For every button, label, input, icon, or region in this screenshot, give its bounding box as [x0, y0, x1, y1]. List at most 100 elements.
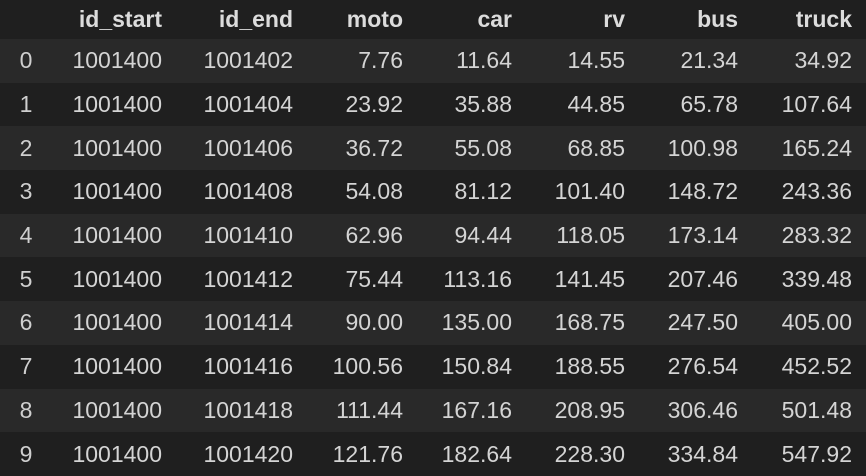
column-header-truck: truck: [795, 6, 852, 32]
cell-rv: 188.55: [526, 344, 639, 389]
cell-truck: 34.92: [752, 39, 866, 83]
cell-id-start: 1001400: [48, 257, 176, 302]
table-row: 0 1001400 1001402 7.76 11.64 14.55 21.34 34.92: [0, 39, 866, 83]
cell-car: 113.16: [417, 257, 526, 302]
column-header-car: car: [477, 6, 512, 32]
cell-id-end: 1001406: [176, 126, 307, 171]
row-index: 2: [0, 126, 48, 171]
cell-id-end: 1001410: [176, 213, 307, 258]
table-row: 4 1001400 1001410 62.96 94.44 118.05 173.14 283…: [0, 213, 866, 258]
column-header-id-end: id_end: [218, 6, 293, 32]
row-index: 1: [0, 82, 48, 127]
cell-car: 11.64: [417, 39, 526, 83]
cell-car: 182.64: [417, 432, 526, 476]
cell-truck: 339.48: [752, 257, 866, 302]
row-index: 0: [0, 39, 48, 83]
cell-bus: 65.78: [639, 82, 752, 127]
table-row: 7 1001400 1001416 100.56 150.84 188.55 276.54 4…: [0, 344, 866, 389]
cell-id-start: 1001400: [48, 301, 176, 345]
row-index: 6: [0, 301, 48, 345]
cell-bus: 247.50: [639, 301, 752, 345]
cell-rv: 168.75: [526, 301, 639, 345]
cell-bus: 148.72: [639, 170, 752, 214]
table-row: 8 1001400 1001418 111.44 167.16 208.95 306.46 5…: [0, 388, 866, 433]
cell-bus: 306.46: [639, 388, 752, 433]
cell-moto: 75.44: [307, 257, 417, 302]
column-header-rv: rv: [603, 6, 625, 32]
table-row: 3 1001400 1001408 54.08 81.12 101.40 148.72 243…: [0, 170, 866, 214]
row-index: 8: [0, 388, 48, 433]
column-header-moto: moto: [346, 6, 403, 32]
cell-rv: 101.40: [526, 170, 639, 214]
cell-id-end: 1001420: [176, 432, 307, 476]
cell-id-end: 1001418: [176, 388, 307, 433]
cell-car: 94.44: [417, 213, 526, 258]
cell-bus: 207.46: [639, 257, 752, 302]
table-row: 6 1001400 1001414 90.00 135.00 168.75 247.50 40…: [0, 301, 866, 345]
cell-id-end: 1001404: [176, 82, 307, 127]
index-header: [0, 0, 48, 39]
cell-truck: 107.64: [752, 82, 866, 127]
row-index: 4: [0, 213, 48, 258]
cell-bus: 100.98: [639, 126, 752, 171]
cell-id-start: 1001400: [48, 126, 176, 171]
cell-id-end: 1001412: [176, 257, 307, 302]
cell-moto: 62.96: [307, 213, 417, 258]
cell-car: 167.16: [417, 388, 526, 433]
cell-id-end: 1001414: [176, 301, 307, 345]
table-body: 0 1001400 1001402 7.76 11.64 14.55 21.34 34.92 1…: [0, 39, 866, 476]
cell-moto: 90.00: [307, 301, 417, 345]
cell-id-start: 1001400: [48, 213, 176, 258]
cell-bus: 276.54: [639, 344, 752, 389]
cell-rv: 14.55: [526, 39, 639, 83]
cell-car: 135.00: [417, 301, 526, 345]
cell-bus: 173.14: [639, 213, 752, 258]
cell-moto: 36.72: [307, 126, 417, 171]
cell-moto: 54.08: [307, 170, 417, 214]
table-row: 5 1001400 1001412 75.44 113.16 141.45 207.46 33…: [0, 257, 866, 302]
cell-car: 35.88: [417, 82, 526, 127]
cell-id-start: 1001400: [48, 432, 176, 476]
cell-car: 81.12: [417, 170, 526, 214]
cell-rv: 68.85: [526, 126, 639, 171]
cell-truck: 243.36: [752, 170, 866, 214]
cell-truck: 452.52: [752, 344, 866, 389]
cell-id-start: 1001400: [48, 388, 176, 433]
table-row: 1 1001400 1001404 23.92 35.88 44.85 65.78 107.6…: [0, 82, 866, 127]
cell-truck: 501.48: [752, 388, 866, 433]
cell-truck: 405.00: [752, 301, 866, 345]
table-row: 9 1001400 1001420 121.76 182.64 228.30 334.84 5…: [0, 432, 866, 476]
cell-moto: 111.44: [307, 388, 417, 433]
cell-car: 150.84: [417, 344, 526, 389]
cell-id-end: 1001408: [176, 170, 307, 214]
cell-moto: 100.56: [307, 344, 417, 389]
cell-rv: 141.45: [526, 257, 639, 302]
cell-truck: 165.24: [752, 126, 866, 171]
cell-rv: 118.05: [526, 213, 639, 258]
cell-rv: 208.95: [526, 388, 639, 433]
cell-id-start: 1001400: [48, 344, 176, 389]
row-index: 5: [0, 257, 48, 302]
row-index: 3: [0, 170, 48, 214]
cell-id-end: 1001402: [176, 39, 307, 83]
cell-bus: 21.34: [639, 39, 752, 83]
cell-moto: 121.76: [307, 432, 417, 476]
cell-rv: 228.30: [526, 432, 639, 476]
cell-moto: 23.92: [307, 82, 417, 127]
column-header-id-start: id_start: [78, 6, 162, 32]
cell-moto: 7.76: [307, 39, 417, 83]
cell-id-end: 1001416: [176, 344, 307, 389]
cell-car: 55.08: [417, 126, 526, 171]
cell-rv: 44.85: [526, 82, 639, 127]
column-header-bus: bus: [697, 6, 738, 32]
row-index: 7: [0, 344, 48, 389]
cell-truck: 283.32: [752, 213, 866, 258]
cell-truck: 547.92: [752, 432, 866, 476]
table-row: 2 1001400 1001406 36.72 55.08 68.85 100.98 165.…: [0, 126, 866, 171]
cell-id-start: 1001400: [48, 39, 176, 83]
row-index: 9: [0, 432, 48, 476]
cell-id-start: 1001400: [48, 170, 176, 214]
header-row: id_start id_end moto car rv bus truck: [0, 0, 866, 39]
